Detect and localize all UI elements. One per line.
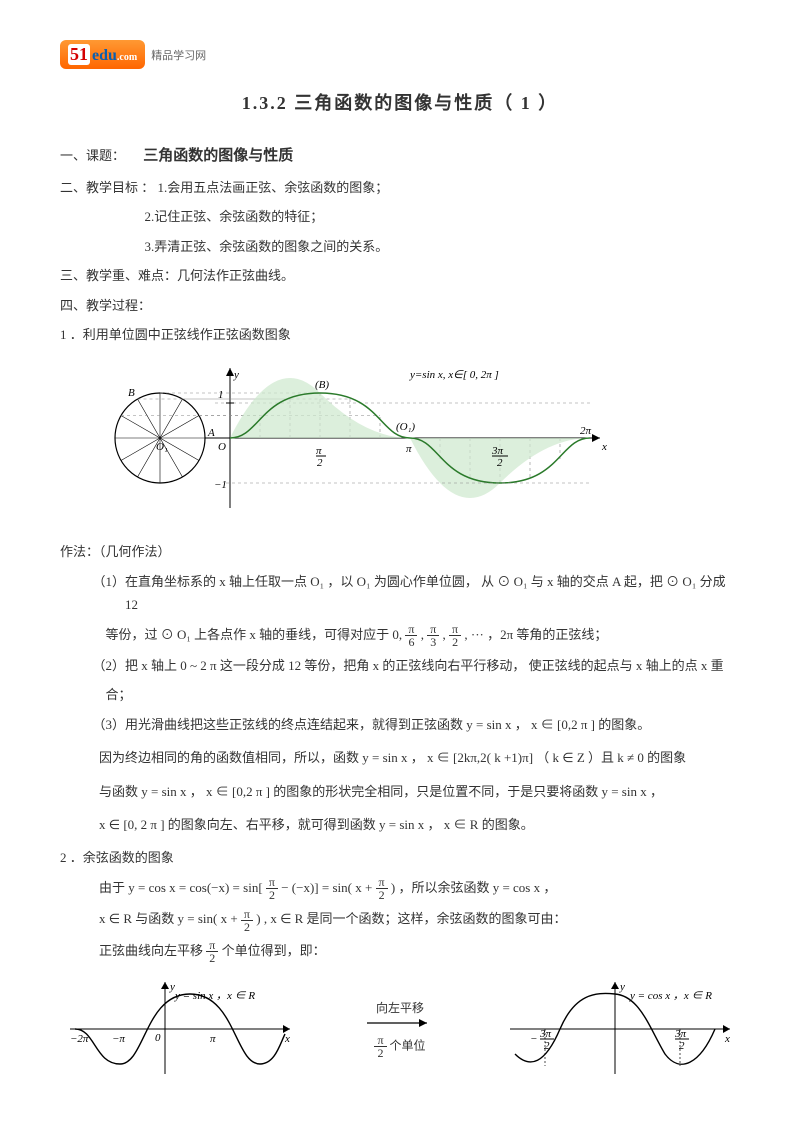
point-o1: (O₁) bbox=[396, 421, 415, 433]
goal-1: 1.会用五点法画正弦、余弦函数的图象； bbox=[158, 180, 389, 195]
svg-text:−2π: −2π bbox=[70, 1033, 89, 1045]
point-a: A bbox=[207, 427, 215, 439]
topic-text: 三角函数的图像与性质 bbox=[143, 148, 293, 164]
logo-badge: 51edu.com bbox=[60, 40, 145, 69]
svg-text:2π: 2π bbox=[580, 425, 592, 437]
svg-text:π: π bbox=[316, 445, 322, 457]
svg-text:2: 2 bbox=[317, 457, 323, 469]
section-focus: 三、教学重、难点：几何法作正弦曲线。 bbox=[60, 264, 740, 287]
section-goals: 二、教学目标 ： 1.会用五点法画正弦、余弦函数的图象； bbox=[60, 176, 740, 199]
axis-y-label: y bbox=[233, 369, 239, 381]
svg-text:x: x bbox=[724, 1033, 730, 1045]
goal-2: 2.记住正弦、余弦函数的特征； bbox=[145, 205, 741, 228]
step-2b: 合； bbox=[106, 683, 741, 706]
logo-num: 51 bbox=[68, 44, 90, 65]
section-topic: 一、课题： 三角函数的图像与性质 bbox=[60, 143, 740, 170]
circle-center: O₁ bbox=[156, 441, 168, 453]
method-label: 作法：（几何作法） bbox=[60, 540, 740, 563]
point-b: B bbox=[128, 387, 135, 399]
svg-text:−π: −π bbox=[112, 1033, 125, 1045]
cos-line-2: x ∈ R 与函数 y = sin( x + π2 ) , x ∈ R 是同一个… bbox=[99, 907, 740, 933]
cos-line-3: 正弦曲线向左平移 π2 个单位得到，即： bbox=[99, 939, 740, 965]
svg-text:y = sin x ，x ∈ R: y = sin x ，x ∈ R bbox=[174, 990, 255, 1002]
shift-label: 向左平移 π2 个单位 bbox=[365, 999, 435, 1059]
svg-text:y: y bbox=[619, 981, 625, 993]
topic-label: 一、课题： bbox=[60, 148, 125, 163]
explain-3: x ∈ [0, 2 π ] 的图象向左、右平移，就可得到函数 y = sin x… bbox=[99, 813, 740, 836]
logo-suffix: 精品学习网 bbox=[151, 47, 206, 63]
explain-2: 与函数 y = sin x ， x ∈ [0,2 π ] 的图象的形状完全相同，… bbox=[99, 780, 740, 803]
goals-label: 二、教学目标 ： bbox=[60, 180, 154, 195]
shift-figures: yx 0 −2π −π π y = sin x ，x ∈ R 向左平移 π2 个… bbox=[60, 974, 740, 1084]
cosine-graph: yx y = cos x ，x ∈ R − 3π2 3π2 bbox=[500, 974, 740, 1084]
svg-text:y = cos x ，x ∈ R: y = cos x ，x ∈ R bbox=[629, 990, 712, 1002]
logo-com: .com bbox=[117, 52, 137, 63]
figure-unit-circle-sine: y x O A B O₁ (B) (O₁) 1 −1 π2 π 3π2 2π y… bbox=[100, 358, 740, 522]
y-neg-one: −1 bbox=[214, 479, 227, 491]
step-1b: 等份，过 ⊙ O₁ 上各点作 x 轴的垂线，可得对应于 0, π6 , π3 ,… bbox=[106, 623, 741, 649]
origin-label: O bbox=[218, 441, 226, 453]
svg-text:0: 0 bbox=[155, 1032, 161, 1044]
svg-text:x: x bbox=[284, 1033, 290, 1045]
point-b2: (B) bbox=[315, 379, 329, 391]
section-process: 四、教学过程： bbox=[60, 294, 740, 317]
svg-text:−: − bbox=[530, 1033, 537, 1045]
sine-graph: yx 0 −2π −π π y = sin x ，x ∈ R bbox=[60, 974, 300, 1084]
step-2: （2）把 x 轴上 0 ~ 2 π 这一段分成 12 等份，把角 x 的正弦线向… bbox=[93, 654, 741, 677]
step-1a: （1）在直角坐标系的 x 轴上任取一点 O₁ ，以 O₁ 为圆心作单位圆， 从 … bbox=[93, 574, 726, 612]
y-one: 1 bbox=[218, 389, 224, 401]
page-title: 1.3.2 三角函数的图像与性质（ 1 ） bbox=[60, 89, 740, 115]
axis-x-label: x bbox=[601, 441, 607, 453]
cos-line-1: 由于 y = cos x = cos(−x) = sin[ π2 − (−x)]… bbox=[99, 876, 740, 902]
part-2: 2 ．余弦函数的图象 bbox=[60, 846, 740, 869]
goal-3: 3.弄清正弦、余弦函数的图象之间的关系。 bbox=[145, 235, 741, 258]
logo: 51edu.com 精品学习网 bbox=[60, 40, 740, 69]
svg-text:π: π bbox=[406, 443, 412, 455]
step-3: （3）用光滑曲线把这些正弦线的终点连结起来，就得到正弦函数 y = sin x … bbox=[93, 713, 741, 736]
func-label: y=sin x, x∈[ 0, 2π ] bbox=[409, 369, 499, 381]
step-1: （1）在直角坐标系的 x 轴上任取一点 O₁ ，以 O₁ 为圆心作单位圆， 从 … bbox=[93, 570, 741, 617]
svg-text:2: 2 bbox=[497, 457, 503, 469]
svg-text:π: π bbox=[210, 1033, 216, 1045]
svg-text:3π: 3π bbox=[491, 445, 504, 457]
logo-edu: edu bbox=[92, 47, 117, 65]
part-1: 1 ．利用单位圆中正弦线作正弦函数图象 bbox=[60, 323, 740, 346]
explain-1: 因为终边相同的角的函数值相同，所以，函数 y = sin x ， x ∈ [2k… bbox=[99, 746, 740, 769]
